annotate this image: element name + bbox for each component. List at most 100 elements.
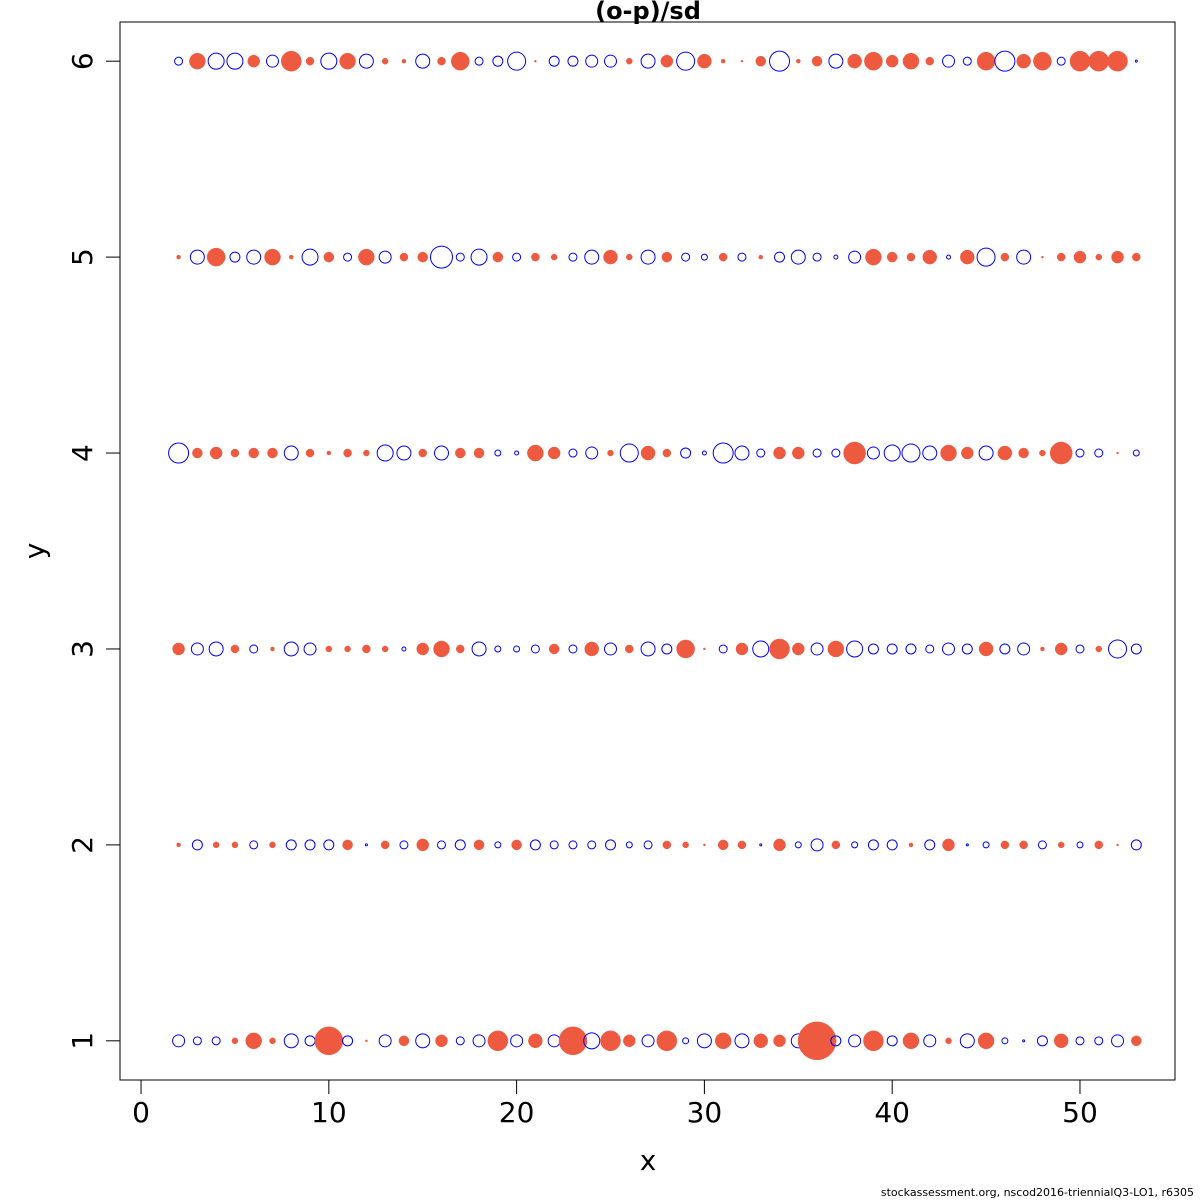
bubble [269,1037,276,1045]
bubble [758,254,763,260]
bubble [924,839,936,851]
bubble [376,444,394,462]
bubble [436,840,446,850]
bubble [1056,56,1066,66]
bubble [830,1035,842,1047]
bubble [812,252,822,262]
bubble [604,54,618,68]
bubble [641,1034,655,1048]
bubble [230,448,240,458]
bubble [604,642,618,656]
bubble [1016,249,1032,265]
bubble [494,645,502,653]
bubble [759,843,763,847]
bubble [492,55,504,67]
bubble [1001,1037,1009,1045]
bubble [1094,840,1104,850]
bubble [1040,646,1045,652]
bubble [512,252,522,262]
bubble [999,643,1011,655]
bubble [797,1021,837,1061]
bubble [753,1033,768,1049]
bubble [965,843,969,847]
bubble [381,57,389,65]
bubble [1131,1035,1142,1047]
x-tick-label: 30 [687,1096,723,1129]
bubble [281,50,302,72]
bubble [812,448,822,458]
bubble [1075,448,1085,458]
bubble [473,447,485,459]
bubble [229,251,241,263]
bubble [304,1035,316,1047]
bubble [473,839,485,851]
bubble [680,447,692,459]
y-axis-label: y [18,543,51,560]
bubble [398,1035,410,1047]
bubble [558,1026,588,1056]
bubble [703,647,706,651]
bubble [344,645,351,653]
bubble [997,445,1013,461]
bubble [527,444,544,462]
bubble [843,441,866,465]
bubble [1108,639,1128,659]
bubble [530,644,540,654]
bubble [662,448,672,458]
bubble [714,1032,732,1050]
bubble [1037,840,1047,850]
bubble [640,445,656,461]
bubble [827,640,845,658]
bubble [946,254,952,260]
bubble [342,839,353,851]
x-tick-label: 10 [311,1096,347,1129]
bubble [305,448,315,458]
bubble [399,252,409,262]
bubble [942,838,955,852]
bubble [510,1034,524,1048]
bubble [717,839,729,851]
chart-title: (o-p)/sd [595,0,701,25]
bubble [1094,1036,1104,1046]
bubble [643,840,653,850]
bubble [676,639,695,659]
bubble [626,57,633,65]
bubble [752,640,770,658]
bubble [866,446,880,460]
bubble [230,644,240,654]
bubble [172,642,185,656]
bubble [528,1033,543,1049]
bubble [269,841,276,849]
bubble [206,247,226,267]
bubble [978,445,994,461]
bubble [810,642,824,656]
bubble [1107,50,1128,72]
bubble [961,643,973,655]
bubble [246,249,262,265]
bubble [756,448,766,458]
bubble [283,641,299,657]
bubble [700,253,708,261]
bubble [735,642,749,656]
bubble [399,840,409,850]
bubble [547,1034,561,1048]
bubble [902,52,920,70]
bubble [568,448,578,458]
bubble [1075,644,1085,654]
bubble [567,55,579,67]
bubble [676,51,696,71]
bubble [415,53,431,69]
bubble [176,842,181,848]
bubble [1022,1039,1026,1043]
bubble [323,839,335,851]
bubble [701,450,707,456]
bubble [416,838,429,852]
bubble [1036,1035,1048,1047]
bubble [378,250,392,264]
bubble [304,839,316,851]
bubble [1095,645,1103,653]
bubble [358,248,375,266]
bubble [433,445,449,461]
bubble [1130,643,1142,655]
bubble [487,1030,509,1052]
